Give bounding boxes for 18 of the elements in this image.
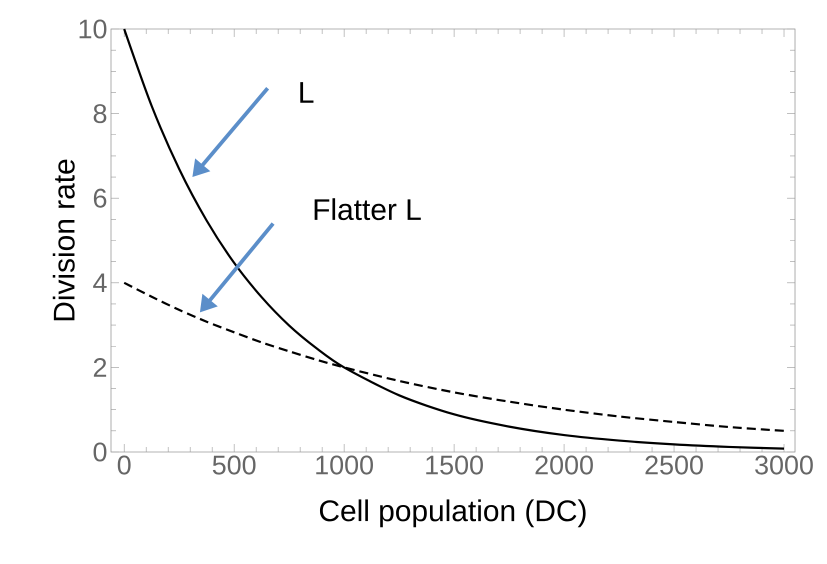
y-tick-label: 6 — [94, 188, 106, 208]
x-tick-label: 2500 — [645, 456, 703, 475]
annotation: Flatter L — [314, 198, 421, 220]
y-tick-label: 4 — [93, 274, 107, 292]
y-tick-label: 10 — [80, 19, 106, 39]
x-tick-label: 500 — [212, 456, 256, 475]
annotation: L — [300, 82, 314, 103]
x-tick-label: 2000 — [536, 456, 593, 475]
x-tick-label: 1000 — [316, 456, 373, 475]
x-tick-label: 0 — [118, 456, 131, 475]
x-tick-label: 1500 — [426, 456, 483, 475]
line-series — [123, 28, 786, 450]
y-tick-label: 8 — [94, 104, 106, 124]
y-axis-title: Division rate — [52, 160, 75, 320]
y-tick-label: 0 — [94, 442, 106, 462]
y-tick-label: 2 — [94, 358, 106, 377]
x-axis-title: Cell population (DC) — [320, 499, 586, 528]
x-tick-label: 3000 — [755, 456, 813, 475]
